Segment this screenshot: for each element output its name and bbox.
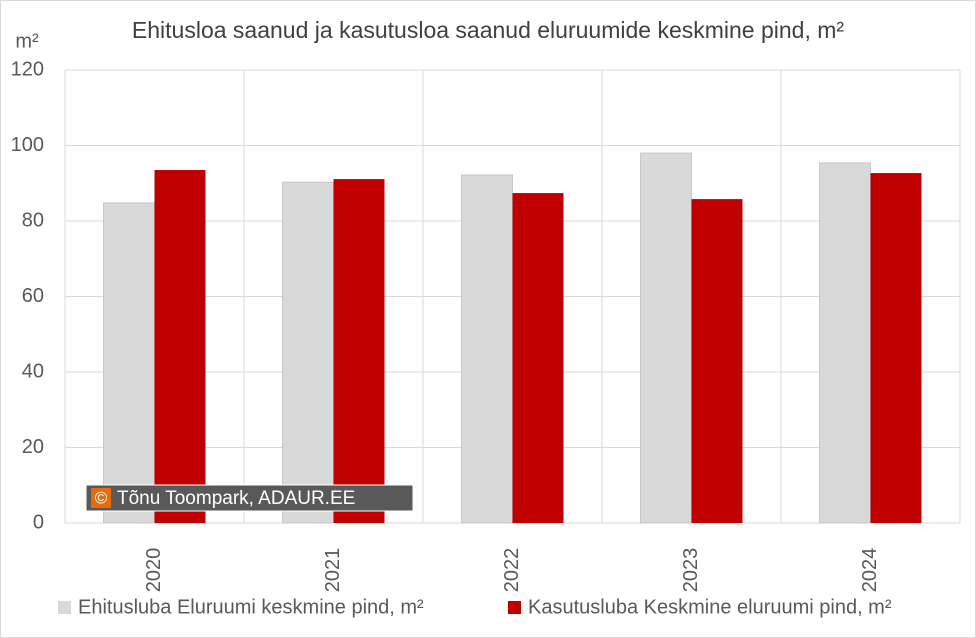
legend-label: Ehitusluba Eluruumi keskmine pind, m² [78, 596, 424, 618]
x-tick-label: 2023 [680, 548, 702, 593]
y-axis-label: m² [15, 30, 39, 52]
watermark-text: Tõnu Toompark, ADAUR.EE [117, 488, 355, 509]
y-tick-label: 120 [11, 58, 44, 80]
bar [819, 162, 871, 524]
x-tick-label: 2020 [143, 548, 165, 593]
x-tick-label: 2021 [322, 548, 344, 593]
legend-swatch [508, 601, 521, 614]
x-tick-label: 2022 [501, 548, 523, 593]
bar [461, 174, 513, 524]
bar [870, 173, 922, 523]
y-tick-label: 20 [22, 436, 44, 458]
bar [333, 179, 385, 523]
watermark-box [85, 484, 414, 512]
y-tick-label: 80 [22, 209, 44, 231]
chart-title: Ehitusloa saanud ja kasutusloa saanud el… [131, 17, 845, 43]
y-tick-label: 100 [11, 134, 44, 156]
bar [640, 152, 692, 524]
watermark-icon: © [95, 488, 108, 507]
bar [103, 202, 155, 524]
legend-swatch [58, 601, 71, 614]
legend-label: Kasutusluba Keskmine eluruumi pind, m² [528, 596, 892, 618]
x-tick-label: 2024 [859, 548, 881, 593]
y-tick-label: 0 [33, 511, 44, 533]
y-tick-label: 60 [22, 285, 44, 307]
y-tick-label: 40 [22, 360, 44, 382]
watermark-icon-box [91, 488, 111, 508]
bar [691, 199, 743, 524]
bar [282, 181, 334, 524]
bar [512, 193, 564, 523]
bar [154, 170, 206, 523]
